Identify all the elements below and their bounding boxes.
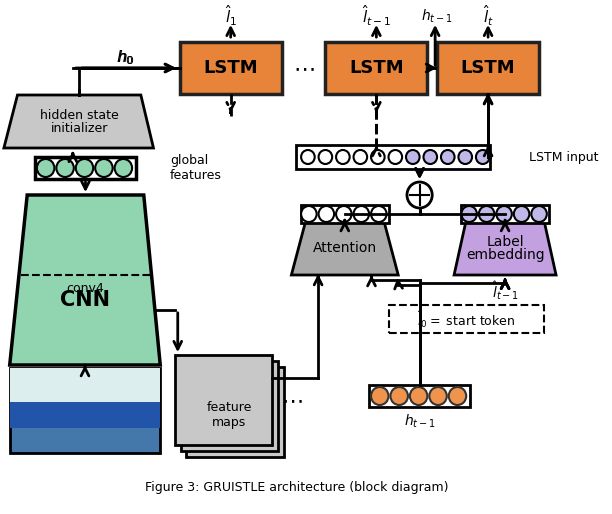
Bar — [326, 42, 427, 94]
Circle shape — [319, 206, 334, 222]
Circle shape — [354, 206, 369, 222]
Circle shape — [336, 206, 352, 222]
Circle shape — [114, 159, 132, 177]
Text: $h_{t-1}$: $h_{t-1}$ — [421, 7, 453, 25]
Text: Label: Label — [487, 234, 524, 248]
Bar — [10, 368, 160, 402]
Bar — [301, 205, 389, 223]
Circle shape — [319, 150, 332, 164]
Circle shape — [95, 159, 113, 177]
Circle shape — [407, 182, 432, 208]
Text: $h_0$: $h_0$ — [118, 49, 135, 67]
Bar — [181, 361, 278, 451]
Text: initializer: initializer — [50, 122, 108, 135]
Text: Figure 3: GRUISTLE architecture (block diagram): Figure 3: GRUISTLE architecture (block d… — [146, 481, 449, 493]
Text: $\hat{l}_t$: $\hat{l}_t$ — [483, 4, 493, 28]
Circle shape — [441, 150, 455, 164]
Bar — [35, 157, 136, 179]
Circle shape — [479, 206, 494, 222]
Text: LSTM input: LSTM input — [529, 151, 599, 163]
Text: $\hat{l}_1$: $\hat{l}_1$ — [225, 4, 237, 28]
Text: Attention: Attention — [313, 241, 377, 254]
Circle shape — [406, 150, 420, 164]
Text: embedding: embedding — [466, 248, 545, 263]
Circle shape — [37, 159, 54, 177]
Text: $\cdots$: $\cdots$ — [293, 58, 315, 78]
Circle shape — [371, 206, 387, 222]
Circle shape — [354, 150, 367, 164]
Circle shape — [56, 159, 74, 177]
Bar — [389, 305, 544, 333]
Circle shape — [461, 206, 477, 222]
Circle shape — [410, 387, 427, 405]
Text: $\hat{l}_0 = $ start token: $\hat{l}_0 = $ start token — [417, 308, 515, 329]
Bar — [187, 367, 283, 457]
Circle shape — [301, 150, 315, 164]
Polygon shape — [10, 195, 160, 365]
Circle shape — [390, 387, 408, 405]
Circle shape — [371, 150, 384, 164]
Text: hidden state: hidden state — [40, 109, 119, 122]
Polygon shape — [291, 220, 398, 275]
Text: LSTM: LSTM — [349, 59, 404, 77]
Text: $h_{t-1}$: $h_{t-1}$ — [404, 412, 436, 430]
Circle shape — [371, 387, 389, 405]
Bar — [175, 355, 272, 445]
Circle shape — [514, 206, 529, 222]
Text: feature
maps: feature maps — [206, 401, 252, 429]
Text: $\cdots$: $\cdots$ — [280, 390, 302, 410]
Text: $\hat{l}_{t-1}$: $\hat{l}_{t-1}$ — [491, 280, 518, 302]
Circle shape — [429, 387, 447, 405]
Bar — [180, 42, 282, 94]
Bar — [10, 368, 160, 453]
Circle shape — [496, 206, 512, 222]
Text: CNN: CNN — [61, 290, 111, 310]
Bar — [369, 385, 470, 407]
Circle shape — [389, 150, 402, 164]
Bar — [461, 205, 549, 223]
Bar — [296, 145, 490, 169]
Circle shape — [449, 387, 466, 405]
Circle shape — [76, 159, 93, 177]
Polygon shape — [454, 220, 556, 275]
Text: global
features: global features — [170, 154, 222, 182]
Text: LSTM: LSTM — [203, 59, 258, 77]
Circle shape — [301, 206, 316, 222]
Circle shape — [458, 150, 472, 164]
Text: $h_0$: $h_0$ — [116, 49, 133, 67]
Circle shape — [336, 150, 349, 164]
Circle shape — [531, 206, 547, 222]
Text: conv4: conv4 — [66, 282, 104, 295]
Polygon shape — [4, 95, 154, 148]
Text: LSTM: LSTM — [461, 59, 515, 77]
Bar — [437, 42, 539, 94]
Text: $\hat{l}_{t-1}$: $\hat{l}_{t-1}$ — [362, 4, 391, 28]
Circle shape — [476, 150, 490, 164]
Bar — [10, 402, 160, 428]
Circle shape — [424, 150, 437, 164]
